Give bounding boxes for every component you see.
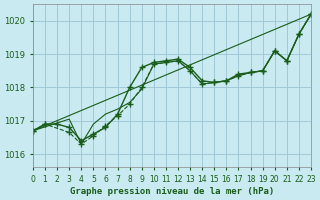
X-axis label: Graphe pression niveau de la mer (hPa): Graphe pression niveau de la mer (hPa) (70, 187, 274, 196)
